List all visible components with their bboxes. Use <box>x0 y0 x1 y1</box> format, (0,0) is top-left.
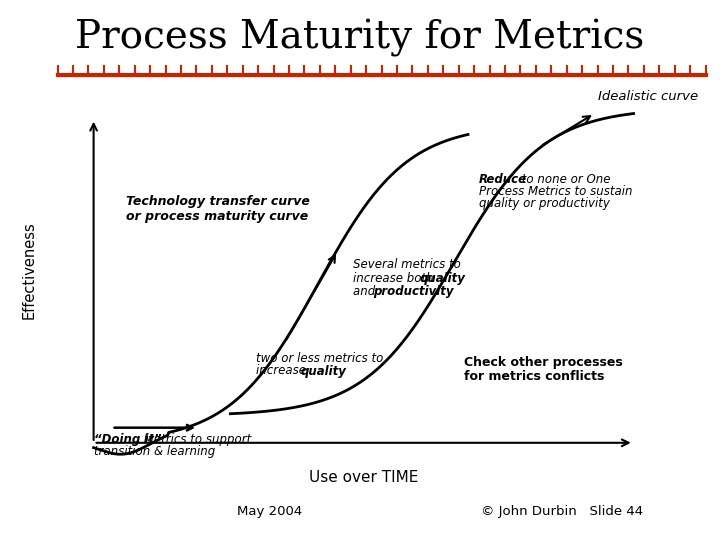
Text: quality: quality <box>420 272 466 285</box>
Text: “Doing it”: “Doing it” <box>94 433 161 446</box>
Text: increase: increase <box>256 364 310 377</box>
Text: Use over TIME: Use over TIME <box>309 470 418 485</box>
Text: increase both: increase both <box>353 272 437 285</box>
Text: Effectiveness: Effectiveness <box>22 221 36 319</box>
Text: Process Metrics to sustain: Process Metrics to sustain <box>479 185 632 198</box>
Text: productivity: productivity <box>373 285 454 298</box>
Text: © John Durbin   Slide 44: © John Durbin Slide 44 <box>480 505 643 518</box>
Text: Metrics to support: Metrics to support <box>140 433 251 446</box>
Text: two or less metrics to: two or less metrics to <box>256 352 383 365</box>
Text: quality: quality <box>301 364 347 377</box>
Text: Technology transfer curve
or process maturity curve: Technology transfer curve or process mat… <box>126 195 310 224</box>
Text: Process Maturity for Metrics: Process Maturity for Metrics <box>76 19 644 57</box>
Text: Check other processes: Check other processes <box>464 356 623 369</box>
Text: Several metrics to: Several metrics to <box>353 258 461 271</box>
Text: and: and <box>353 285 379 298</box>
Text: for metrics conflicts: for metrics conflicts <box>464 370 605 383</box>
Text: quality or productivity: quality or productivity <box>479 197 610 210</box>
Text: Idealistic curve: Idealistic curve <box>598 90 698 103</box>
Text: May 2004: May 2004 <box>238 505 302 518</box>
Text: to none or One: to none or One <box>518 173 610 186</box>
Text: Reduce: Reduce <box>479 173 527 186</box>
Text: transition & learning: transition & learning <box>94 445 215 458</box>
